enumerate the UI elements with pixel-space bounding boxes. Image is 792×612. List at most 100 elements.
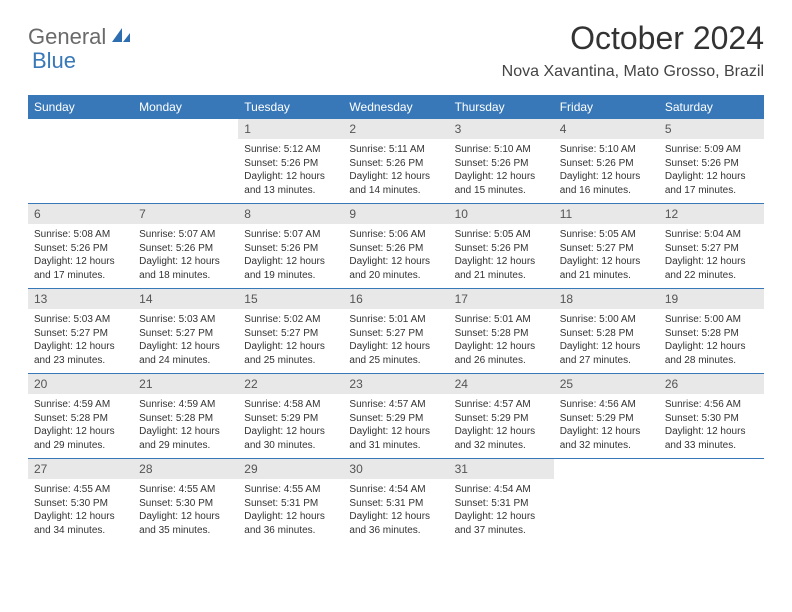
day-number: 26 xyxy=(659,374,764,394)
day-header: Friday xyxy=(554,95,659,119)
day-header: Monday xyxy=(133,95,238,119)
month-title: October 2024 xyxy=(502,20,764,57)
day-details: Sunrise: 5:10 AMSunset: 5:26 PMDaylight:… xyxy=(449,139,554,203)
day-details: Sunrise: 5:05 AMSunset: 5:26 PMDaylight:… xyxy=(449,224,554,288)
day-details: Sunrise: 5:08 AMSunset: 5:26 PMDaylight:… xyxy=(28,224,133,288)
day-number: 15 xyxy=(238,289,343,309)
day-details: Sunrise: 5:07 AMSunset: 5:26 PMDaylight:… xyxy=(238,224,343,288)
day-number: 17 xyxy=(449,289,554,309)
day-details: Sunrise: 5:12 AMSunset: 5:26 PMDaylight:… xyxy=(238,139,343,203)
day-details: Sunrise: 4:54 AMSunset: 5:31 PMDaylight:… xyxy=(343,479,448,543)
calendar-cell: 7Sunrise: 5:07 AMSunset: 5:26 PMDaylight… xyxy=(133,204,238,288)
day-details xyxy=(659,479,764,489)
calendar-cell xyxy=(554,459,659,543)
day-number: 31 xyxy=(449,459,554,479)
brand-text-1: General xyxy=(28,24,106,50)
calendar-cell: 8Sunrise: 5:07 AMSunset: 5:26 PMDaylight… xyxy=(238,204,343,288)
day-number: 11 xyxy=(554,204,659,224)
day-number: 30 xyxy=(343,459,448,479)
day-number: 3 xyxy=(449,119,554,139)
calendar-cell: 6Sunrise: 5:08 AMSunset: 5:26 PMDaylight… xyxy=(28,204,133,288)
calendar-cell: 28Sunrise: 4:55 AMSunset: 5:30 PMDayligh… xyxy=(133,459,238,543)
day-details: Sunrise: 5:05 AMSunset: 5:27 PMDaylight:… xyxy=(554,224,659,288)
calendar-cell xyxy=(659,459,764,543)
brand-text-2: Blue xyxy=(32,48,76,73)
calendar-cell: 11Sunrise: 5:05 AMSunset: 5:27 PMDayligh… xyxy=(554,204,659,288)
day-details: Sunrise: 5:11 AMSunset: 5:26 PMDaylight:… xyxy=(343,139,448,203)
day-number: 14 xyxy=(133,289,238,309)
day-number xyxy=(659,459,764,479)
calendar-cell: 9Sunrise: 5:06 AMSunset: 5:26 PMDaylight… xyxy=(343,204,448,288)
day-number xyxy=(133,119,238,139)
day-header: Thursday xyxy=(449,95,554,119)
calendar-cell: 5Sunrise: 5:09 AMSunset: 5:26 PMDaylight… xyxy=(659,119,764,203)
day-number: 20 xyxy=(28,374,133,394)
day-details: Sunrise: 5:03 AMSunset: 5:27 PMDaylight:… xyxy=(133,309,238,373)
calendar-cell: 16Sunrise: 5:01 AMSunset: 5:27 PMDayligh… xyxy=(343,289,448,373)
calendar-cell: 21Sunrise: 4:59 AMSunset: 5:28 PMDayligh… xyxy=(133,374,238,458)
calendar-cell: 30Sunrise: 4:54 AMSunset: 5:31 PMDayligh… xyxy=(343,459,448,543)
calendar-cell: 3Sunrise: 5:10 AMSunset: 5:26 PMDaylight… xyxy=(449,119,554,203)
day-details: Sunrise: 4:58 AMSunset: 5:29 PMDaylight:… xyxy=(238,394,343,458)
day-number: 1 xyxy=(238,119,343,139)
calendar-cell: 13Sunrise: 5:03 AMSunset: 5:27 PMDayligh… xyxy=(28,289,133,373)
day-header: Sunday xyxy=(28,95,133,119)
day-number: 4 xyxy=(554,119,659,139)
calendar-grid: SundayMondayTuesdayWednesdayThursdayFrid… xyxy=(28,95,764,543)
day-details: Sunrise: 5:02 AMSunset: 5:27 PMDaylight:… xyxy=(238,309,343,373)
day-details: Sunrise: 4:55 AMSunset: 5:30 PMDaylight:… xyxy=(28,479,133,543)
calendar-cell: 10Sunrise: 5:05 AMSunset: 5:26 PMDayligh… xyxy=(449,204,554,288)
calendar-week: 27Sunrise: 4:55 AMSunset: 5:30 PMDayligh… xyxy=(28,458,764,543)
day-number: 5 xyxy=(659,119,764,139)
page-header: General October 2024 Nova Xavantina, Mat… xyxy=(28,20,764,81)
day-details: Sunrise: 5:07 AMSunset: 5:26 PMDaylight:… xyxy=(133,224,238,288)
day-details: Sunrise: 5:01 AMSunset: 5:28 PMDaylight:… xyxy=(449,309,554,373)
day-number: 23 xyxy=(343,374,448,394)
day-number: 6 xyxy=(28,204,133,224)
day-details: Sunrise: 4:55 AMSunset: 5:30 PMDaylight:… xyxy=(133,479,238,543)
calendar-week: 20Sunrise: 4:59 AMSunset: 5:28 PMDayligh… xyxy=(28,373,764,458)
day-number: 18 xyxy=(554,289,659,309)
day-number: 25 xyxy=(554,374,659,394)
day-number: 24 xyxy=(449,374,554,394)
day-details: Sunrise: 4:59 AMSunset: 5:28 PMDaylight:… xyxy=(28,394,133,458)
day-header: Wednesday xyxy=(343,95,448,119)
day-details: Sunrise: 5:10 AMSunset: 5:26 PMDaylight:… xyxy=(554,139,659,203)
day-details: Sunrise: 4:54 AMSunset: 5:31 PMDaylight:… xyxy=(449,479,554,543)
day-number: 8 xyxy=(238,204,343,224)
calendar-cell: 25Sunrise: 4:56 AMSunset: 5:29 PMDayligh… xyxy=(554,374,659,458)
calendar-cell: 1Sunrise: 5:12 AMSunset: 5:26 PMDaylight… xyxy=(238,119,343,203)
calendar-week: 6Sunrise: 5:08 AMSunset: 5:26 PMDaylight… xyxy=(28,203,764,288)
day-details: Sunrise: 4:56 AMSunset: 5:29 PMDaylight:… xyxy=(554,394,659,458)
day-details xyxy=(133,139,238,149)
day-details: Sunrise: 4:55 AMSunset: 5:31 PMDaylight:… xyxy=(238,479,343,543)
calendar-cell: 14Sunrise: 5:03 AMSunset: 5:27 PMDayligh… xyxy=(133,289,238,373)
day-number: 12 xyxy=(659,204,764,224)
day-number: 22 xyxy=(238,374,343,394)
brand-logo: General xyxy=(28,24,134,50)
day-number: 2 xyxy=(343,119,448,139)
day-number: 28 xyxy=(133,459,238,479)
location-subtitle: Nova Xavantina, Mato Grosso, Brazil xyxy=(502,63,764,81)
calendar-cell: 27Sunrise: 4:55 AMSunset: 5:30 PMDayligh… xyxy=(28,459,133,543)
day-number: 21 xyxy=(133,374,238,394)
calendar-cell: 24Sunrise: 4:57 AMSunset: 5:29 PMDayligh… xyxy=(449,374,554,458)
calendar-week: 13Sunrise: 5:03 AMSunset: 5:27 PMDayligh… xyxy=(28,288,764,373)
day-details: Sunrise: 4:56 AMSunset: 5:30 PMDaylight:… xyxy=(659,394,764,458)
calendar-cell: 23Sunrise: 4:57 AMSunset: 5:29 PMDayligh… xyxy=(343,374,448,458)
day-details: Sunrise: 5:00 AMSunset: 5:28 PMDaylight:… xyxy=(659,309,764,373)
calendar-cell: 22Sunrise: 4:58 AMSunset: 5:29 PMDayligh… xyxy=(238,374,343,458)
calendar-cell: 15Sunrise: 5:02 AMSunset: 5:27 PMDayligh… xyxy=(238,289,343,373)
calendar-cell: 31Sunrise: 4:54 AMSunset: 5:31 PMDayligh… xyxy=(449,459,554,543)
day-number: 9 xyxy=(343,204,448,224)
day-details: Sunrise: 5:01 AMSunset: 5:27 PMDaylight:… xyxy=(343,309,448,373)
day-number: 19 xyxy=(659,289,764,309)
day-number: 29 xyxy=(238,459,343,479)
calendar-cell xyxy=(133,119,238,203)
day-details: Sunrise: 5:03 AMSunset: 5:27 PMDaylight:… xyxy=(28,309,133,373)
day-details: Sunrise: 4:57 AMSunset: 5:29 PMDaylight:… xyxy=(343,394,448,458)
day-number xyxy=(28,119,133,139)
day-details: Sunrise: 4:59 AMSunset: 5:28 PMDaylight:… xyxy=(133,394,238,458)
day-details: Sunrise: 5:00 AMSunset: 5:28 PMDaylight:… xyxy=(554,309,659,373)
calendar-week: 1Sunrise: 5:12 AMSunset: 5:26 PMDaylight… xyxy=(28,119,764,203)
